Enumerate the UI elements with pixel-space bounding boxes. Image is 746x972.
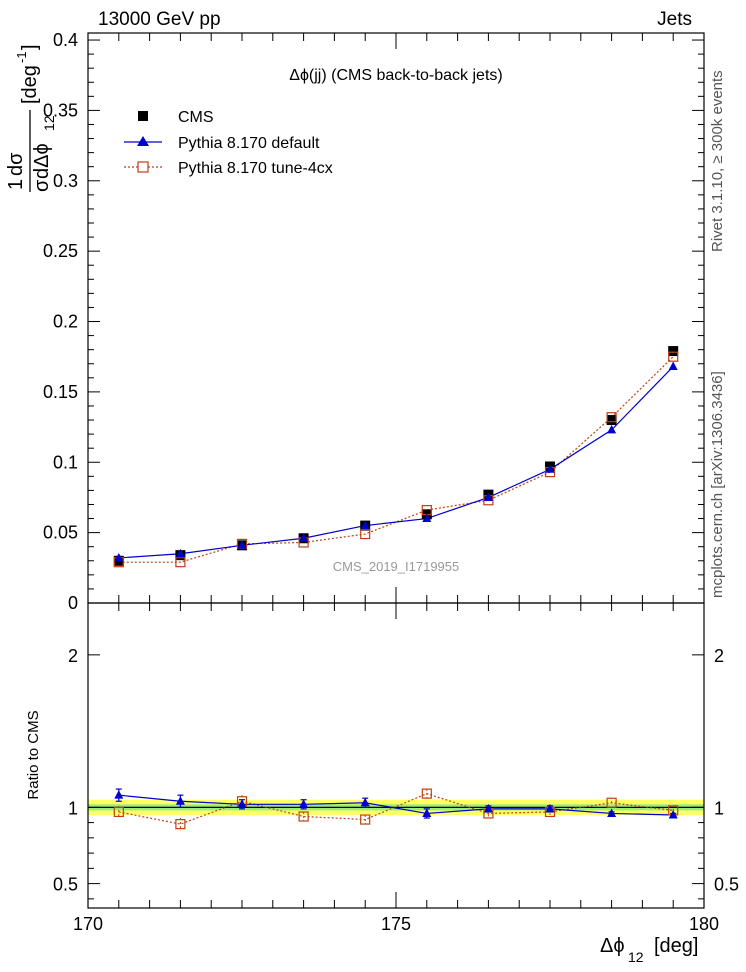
main-y-tick-label: 0.2	[53, 312, 78, 332]
ratio-y-tick-label-left: 0.5	[53, 875, 78, 895]
ratio-point-pythia-tune	[298, 811, 309, 822]
ylabel-numerator-dsigma: dσ	[5, 152, 27, 176]
series-line-pythia-default	[118, 366, 674, 559]
watermark: CMS_2019_I1719955	[333, 559, 460, 574]
ratio-point-pythia-default	[175, 796, 185, 805]
x-tick-label: 180	[689, 914, 719, 934]
data-point-pythia-default	[360, 520, 370, 530]
rivet-note: Rivet 3.1.10, ≥ 300k events	[709, 70, 726, 252]
ylabel-denominator-dphi: dΔϕ	[31, 143, 53, 179]
main-y-tick-labels: 0 0.05 0.1 0.15 0.2 0.25 0.3 0.35 0.4	[43, 30, 78, 613]
ratio-y-tick-label-left: 2	[68, 646, 78, 666]
data-point-pythia-default	[175, 548, 185, 558]
header-category-label: Jets	[657, 9, 692, 30]
data-point-pythia-default	[114, 552, 124, 562]
ratio-point-pythia-default	[237, 799, 247, 808]
main-y-tick-label: 0.3	[53, 171, 78, 191]
ratio-line-pythia-tune	[118, 792, 674, 825]
main-y-tick-label: 0.35	[43, 100, 78, 120]
data-point-pythia-default	[668, 361, 678, 371]
main-axis-ticks	[87, 33, 705, 604]
x-axis-label: Δϕ 12 [deg]	[600, 935, 698, 965]
x-tick-label: 175	[381, 914, 411, 934]
ylabel-denominator-subscript: 12	[41, 115, 57, 131]
ratio-y-tick-label-left: 1	[68, 798, 78, 818]
main-y-tick-label: 0.05	[43, 523, 78, 543]
ratio-point-pythia-default	[483, 803, 493, 813]
ratio-point-pythia-default	[299, 799, 309, 808]
main-title: Δϕ(jj) (CMS back-to-back jets)	[289, 67, 502, 84]
main-y-tick-label: 0.25	[43, 241, 78, 261]
ratio-point-pythia-default	[607, 808, 617, 817]
xlabel-subscript: 12	[628, 949, 644, 965]
ratio-axis-ticks	[87, 603, 705, 908]
data-point-pythia-tune	[175, 557, 186, 568]
main-y-tick-label: 0.1	[53, 452, 78, 472]
ratio-line-pythia-default	[118, 794, 674, 816]
ratio-point-pythia-default	[360, 797, 370, 807]
legend-marker-cms	[138, 111, 148, 121]
data-point-pythia-default	[545, 464, 555, 473]
ylabel-denominator-sigma: σ	[31, 179, 53, 192]
data-point-pythia-tune	[606, 412, 617, 423]
ratio-point-pythia-tune	[175, 819, 186, 830]
mcplots-note: mcplots.cern.ch [arXiv:1306.3436]	[709, 371, 726, 598]
legend-marker-pythia-tune	[137, 161, 149, 173]
ratio-point-pythia-tune	[360, 814, 371, 825]
ylabel-unit-close: ]	[19, 44, 41, 50]
series-line-pythia-tune	[118, 356, 674, 563]
data-point-pythia-tune	[668, 351, 679, 362]
main-y-tick-label: 0.15	[43, 382, 78, 402]
legend-marker-pythia-default	[137, 136, 149, 146]
ratio-data-series	[113, 788, 679, 831]
ylabel-unit: [deg	[19, 65, 41, 104]
ratio-point-pythia-tune	[421, 788, 432, 799]
legend-label-pythia-default: Pythia 8.170 default	[178, 135, 320, 152]
main-data-series	[113, 346, 679, 568]
ylabel-unit-superscript: -1	[14, 51, 29, 63]
data-point-pythia-tune	[360, 528, 371, 540]
ratio-point-pythia-default	[545, 803, 555, 813]
main-y-axis-label: 1 dσ σ dΔϕ 12 [deg -1 ]	[5, 44, 57, 192]
ratio-y-axis-label: Ratio to CMS	[25, 710, 42, 799]
legend-label-pythia-tune: Pythia 8.170 tune-4cx	[178, 160, 333, 177]
ratio-y-tick-label-right: 2	[714, 646, 724, 666]
ratio-point-pythia-tune	[113, 806, 124, 818]
ratio-y-tick-label-right: 0.5	[714, 875, 739, 895]
legend: CMS Pythia 8.170 default Pythia 8.170 tu…	[124, 109, 333, 177]
data-point-cms	[668, 346, 679, 357]
header-energy-label: 13000 GeV pp	[98, 9, 221, 30]
data-point-pythia-default	[422, 513, 432, 523]
ylabel-numerator-one: 1	[5, 179, 27, 190]
ratio-point-pythia-default	[114, 790, 124, 799]
main-panel: 0 0.05 0.1 0.15 0.2 0.25 0.3 0.35 0.4 Δϕ(jj) (CM…	[5, 30, 705, 613]
ratio-point-pythia-default	[668, 809, 678, 819]
ratio-point-pythia-tune	[606, 797, 617, 808]
data-point-pythia-default	[607, 424, 617, 434]
data-point-pythia-default	[299, 533, 309, 542]
legend-label-cms: CMS	[178, 109, 214, 126]
ratio-y-tick-labels: 0.5 0.5 1 1 2 2	[53, 646, 739, 895]
ratio-y-tick-label-right: 1	[714, 798, 724, 818]
main-y-tick-label: 0	[68, 593, 78, 613]
data-point-pythia-default	[483, 492, 493, 501]
data-point-pythia-default	[237, 540, 247, 549]
ratio-frame	[87, 602, 705, 909]
data-point-cms	[606, 415, 617, 426]
x-tick-label: 170	[73, 914, 103, 934]
main-y-tick-label: 0.4	[53, 30, 78, 50]
xlabel-unit: [deg]	[654, 935, 698, 957]
xlabel-main: Δϕ	[600, 935, 625, 957]
x-tick-labels: 170 175 180	[73, 914, 719, 934]
ratio-panel: 0.5 0.51 12 2 170 175 180 Ratio to CMS Δϕ 12 …	[25, 602, 739, 965]
ratio-point-pythia-default	[422, 808, 432, 817]
